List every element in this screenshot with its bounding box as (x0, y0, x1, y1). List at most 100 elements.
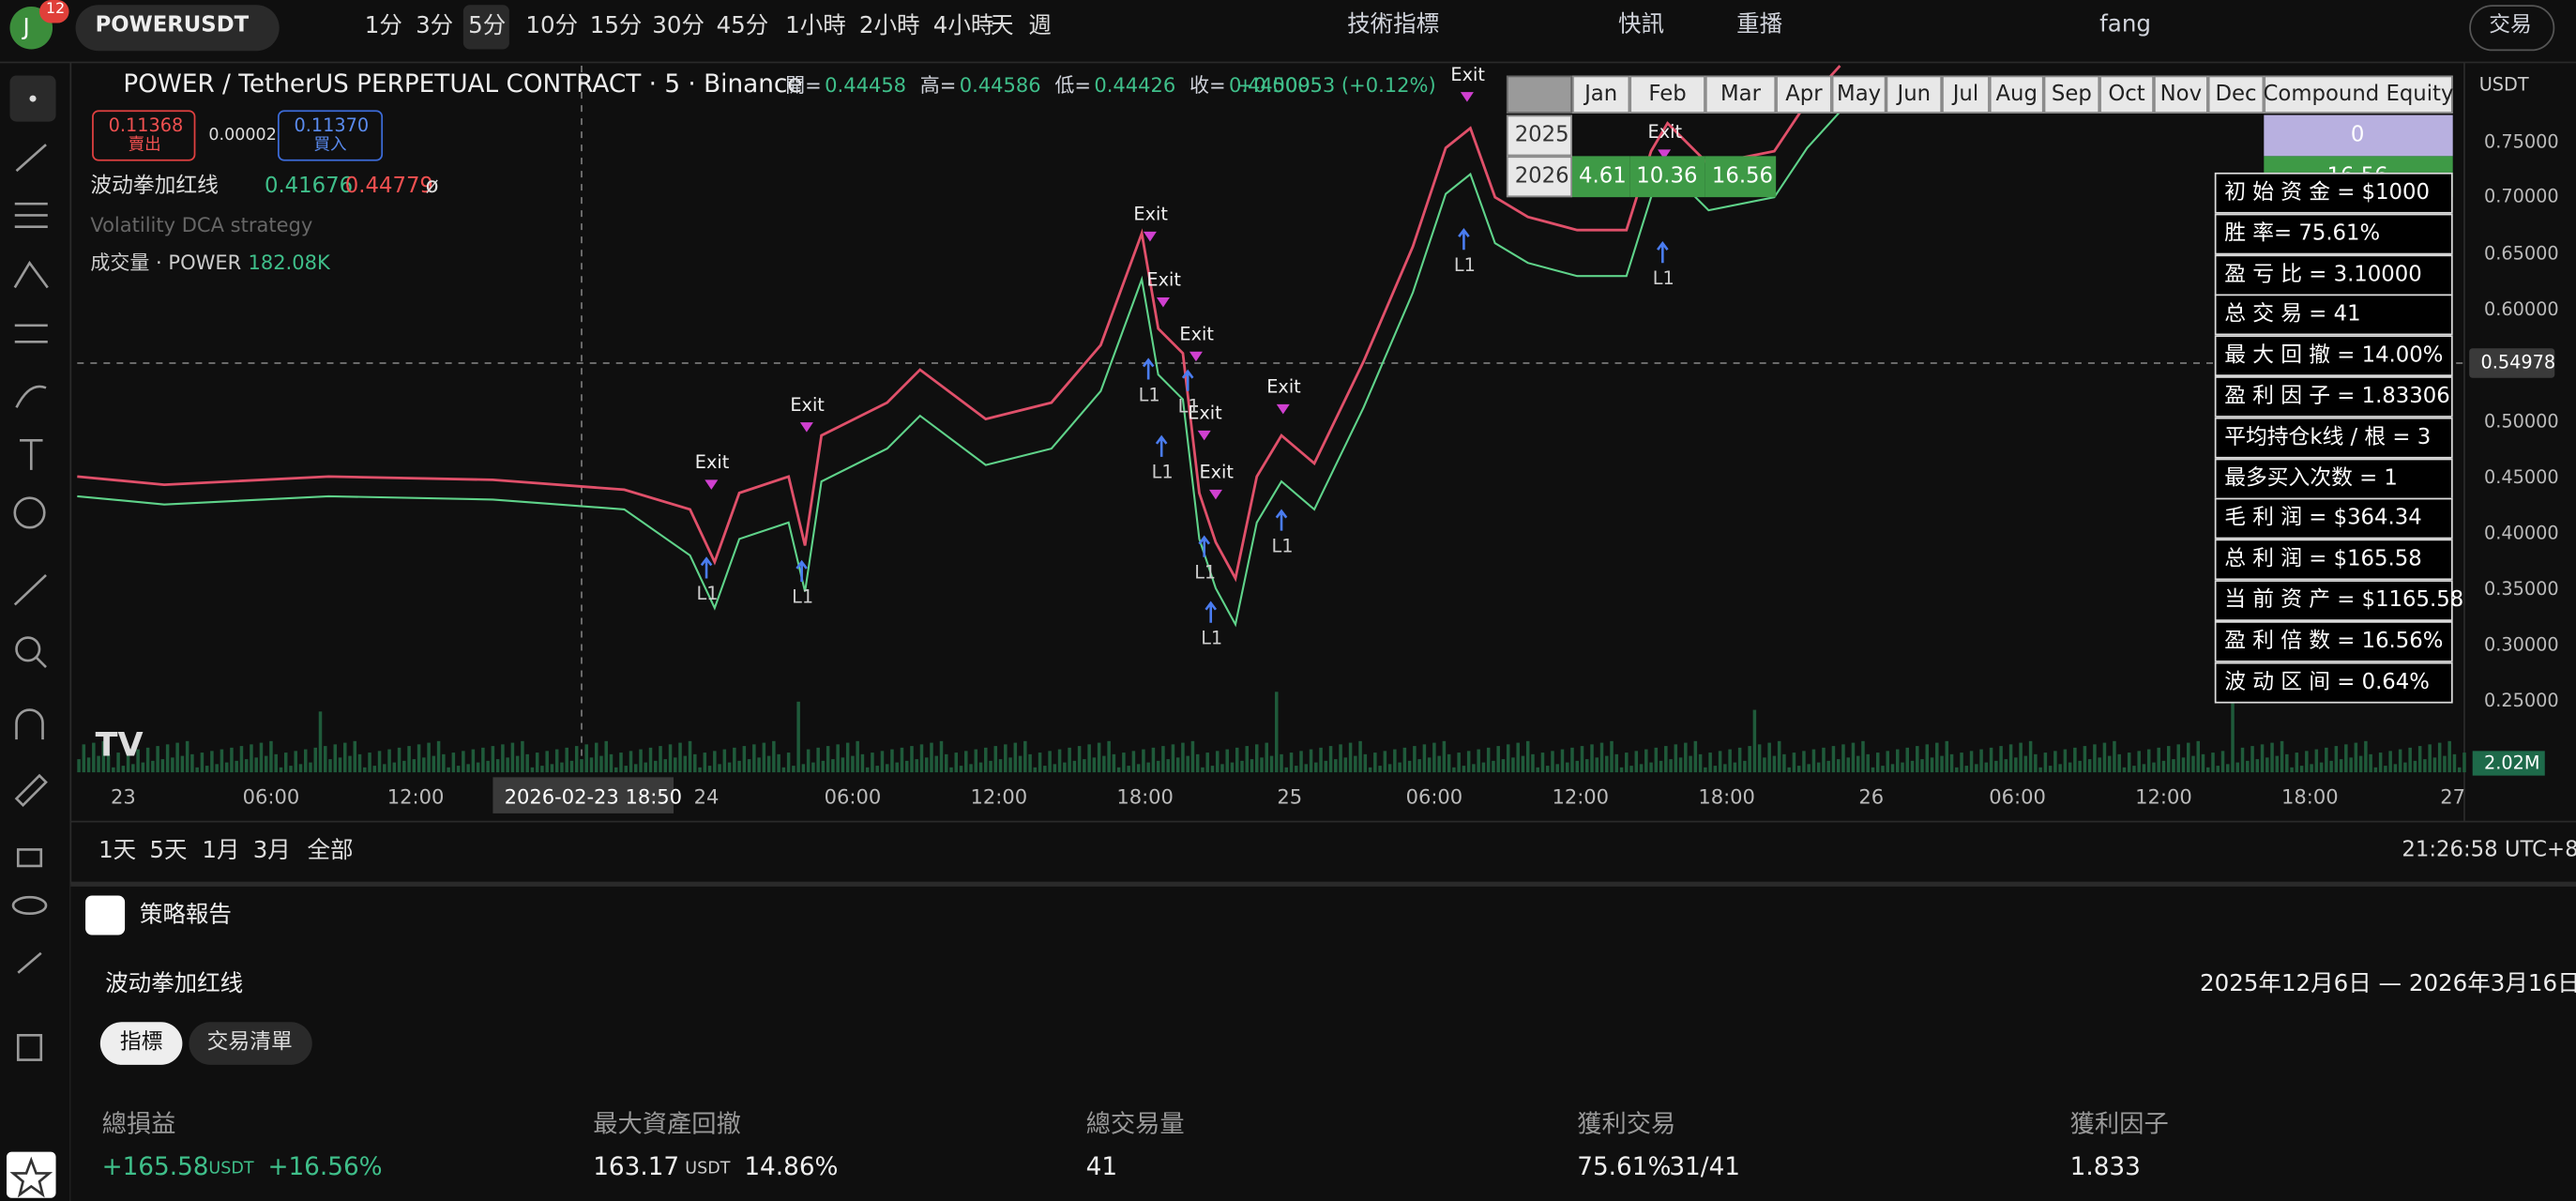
volume-bar (594, 742, 599, 773)
indicator-value: 0.44779 (344, 174, 433, 199)
range-button[interactable]: 5天 (149, 838, 188, 865)
interval-button[interactable]: 3分 (416, 13, 454, 40)
sell-button[interactable] (92, 110, 196, 161)
range-button[interactable]: 3月 (252, 838, 291, 865)
time-tick: 23 (110, 785, 136, 809)
volume-bar (1989, 747, 1993, 773)
interval-button[interactable]: 30分 (652, 13, 705, 40)
metric-extra: 14.86% (744, 1151, 839, 1182)
volume-bar (944, 753, 948, 773)
volume-bar (195, 767, 199, 773)
volume-bar (501, 744, 505, 773)
volume-bar (2073, 747, 2077, 773)
tab[interactable] (189, 1022, 312, 1065)
volume-bar (1004, 744, 1008, 773)
exit-marker: Exit (1179, 324, 1214, 345)
table-header: Dec (2215, 82, 2257, 107)
volume-bar (978, 762, 983, 773)
volume-bar (1477, 749, 1480, 773)
volume-bar (1343, 757, 1348, 773)
entry-marker: L1 (1201, 627, 1223, 649)
stats-cell (2214, 335, 2453, 377)
volume-bar (318, 711, 323, 773)
buy-button[interactable] (277, 110, 384, 161)
volume-bar (1175, 757, 1180, 773)
volume-bar (1087, 744, 1091, 773)
trade-label[interactable]: 交易 (2489, 13, 2532, 38)
volume-bar (2325, 747, 2328, 773)
table-year-cell (1506, 156, 1572, 198)
entry-marker: L1 (1151, 462, 1174, 483)
volume-bar (1077, 746, 1082, 773)
exit-arrow (1658, 149, 1672, 160)
range-button[interactable]: 全部 (307, 838, 354, 865)
replay-button[interactable]: 重播 (1736, 11, 1783, 38)
tab-label[interactable]: 交易清單 (206, 1030, 293, 1056)
volume-bar (1023, 740, 1027, 773)
price-tick: 0.35000 (2483, 578, 2559, 600)
range-button[interactable]: 1月 (202, 838, 240, 865)
interval-button[interactable]: 2小時 (858, 13, 920, 40)
volume-bar (1387, 764, 1392, 773)
buy-price: 0.11370 (294, 114, 370, 137)
volume-bar (1890, 764, 1895, 773)
volume-bar (2265, 757, 2269, 773)
volume-bar (2181, 757, 2186, 773)
indicator-line (77, 111, 1841, 628)
volume-bar (885, 764, 889, 773)
volume-bar (2058, 764, 2062, 773)
ohlc-label: 收= (1189, 73, 1226, 98)
volume-bar (831, 759, 835, 773)
interval-button[interactable]: 15分 (589, 13, 643, 40)
volume-bar (1314, 762, 1318, 773)
volume-bar (1309, 749, 1313, 773)
interval-button[interactable]: 天 (991, 13, 1014, 40)
interval-button[interactable]: 4小時 (932, 13, 994, 40)
volume-bar (165, 744, 170, 773)
interval-button[interactable]: 10分 (525, 13, 579, 40)
volume-bar (1496, 746, 1500, 773)
volume-bar (363, 767, 367, 773)
volume-bar (1955, 767, 1959, 773)
alerts-button[interactable]: 快訊 (1618, 11, 1665, 38)
entry-arrow (796, 559, 808, 582)
trade-button[interactable] (2469, 5, 2555, 52)
interval-button[interactable]: 1分 (364, 13, 402, 40)
volume-bar (2146, 749, 2151, 773)
volume-bar (2137, 751, 2141, 773)
exit-arrow (1143, 231, 1157, 242)
report-title[interactable]: 策略報告 (139, 902, 232, 929)
interval-button[interactable]: 1小時 (785, 13, 846, 40)
volume-bar (2447, 740, 2451, 773)
symbol-search[interactable] (75, 5, 280, 52)
stats-text: 平均持仓k线 / 根 = 3 (2224, 425, 2432, 450)
volume-bar (1354, 755, 1357, 773)
date-range[interactable]: 2025年12月6日 — 2026年3月16日 (2199, 971, 2576, 998)
interval-button[interactable]: 45分 (716, 13, 769, 40)
price-tick: 0.45000 (2483, 466, 2559, 489)
volume-bar (1442, 740, 1447, 773)
volume-bar (2432, 757, 2437, 773)
tab-active[interactable] (99, 1022, 183, 1065)
table-header-cell (1942, 75, 1990, 114)
volume-bar (1841, 744, 1845, 773)
volume-bar (451, 753, 456, 773)
interval-button[interactable]: 5分 (468, 13, 507, 40)
volume-bar (1625, 753, 1629, 773)
range-button[interactable]: 1天 (98, 838, 137, 865)
volume-bar (1916, 746, 1919, 773)
volume-bar (639, 749, 643, 773)
layout-name[interactable]: fang (2099, 11, 2151, 38)
tab-label[interactable]: 指標 (119, 1030, 163, 1056)
volume-bar (569, 760, 574, 773)
volume-bar (1629, 766, 1633, 773)
interval-button[interactable]: 週 (1028, 13, 1052, 40)
strategy-select[interactable]: 波动拳加红线 (105, 971, 244, 998)
currency-button[interactable]: USDT (2478, 73, 2529, 96)
volume-bar (1772, 755, 1777, 773)
volume-bar (727, 762, 732, 773)
volume-bar (1634, 751, 1639, 773)
volume-bar (1215, 751, 1220, 773)
indicators-button[interactable]: 技術指標 (1347, 11, 1440, 38)
indicator-name: Volatility DCA strategy (90, 213, 313, 237)
